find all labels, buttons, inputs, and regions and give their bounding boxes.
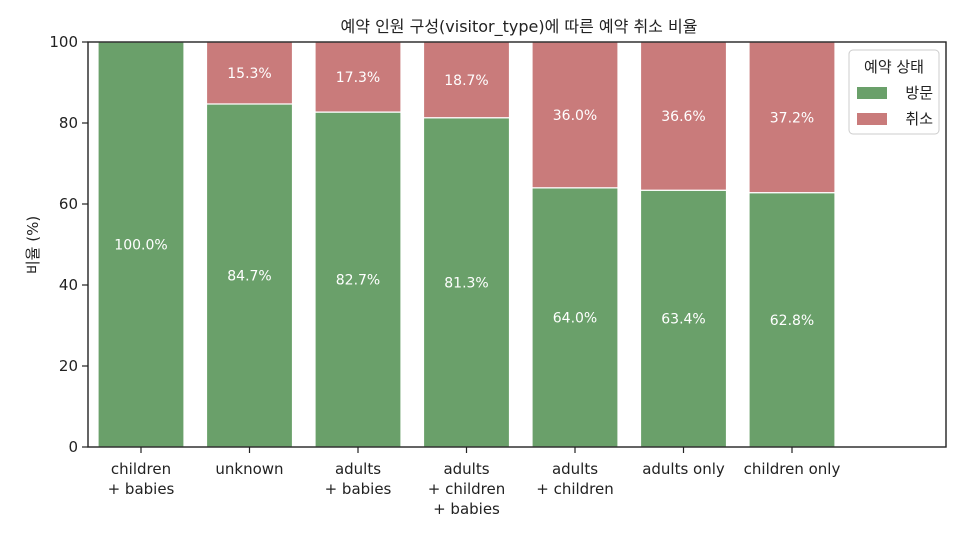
x-tick-label-2: adults + babies bbox=[325, 460, 392, 498]
data-label-visit-6: 62.8% bbox=[770, 313, 814, 329]
data-label-cancel-5: 36.6% bbox=[661, 109, 705, 125]
legend-swatch-cancel bbox=[857, 113, 887, 125]
y-tick-label-20: 20 bbox=[59, 357, 78, 375]
y-tick-label-100: 100 bbox=[49, 33, 78, 51]
bar-visit-0 bbox=[97, 41, 185, 448]
bar-cancel-4 bbox=[531, 41, 619, 189]
bar-cancel-6 bbox=[748, 41, 836, 194]
data-label-cancel-1: 15.3% bbox=[227, 66, 271, 82]
plot-frame bbox=[87, 41, 947, 448]
bar-visit-4 bbox=[531, 187, 619, 448]
y-tick-label-60: 60 bbox=[59, 195, 78, 213]
bar-cancel-2 bbox=[314, 41, 402, 113]
data-label-visit-3: 81.3% bbox=[444, 275, 488, 291]
x-tick-label-4: adults + children bbox=[536, 460, 614, 498]
legend-label-visit: 방문 bbox=[905, 84, 933, 102]
bar-visit-3 bbox=[422, 117, 511, 448]
bar-visit-1 bbox=[205, 103, 294, 448]
legend-title: 예약 상태 bbox=[864, 58, 924, 76]
y-tick-label-40: 40 bbox=[59, 276, 78, 294]
x-tick-label-5: adults only bbox=[642, 460, 725, 478]
data-label-visit-2: 82.7% bbox=[336, 273, 380, 289]
chart-title: 예약 인원 구성(visitor_type)에 따른 예약 취소 비율 bbox=[341, 17, 698, 37]
y-tick-label-80: 80 bbox=[59, 114, 78, 132]
data-label-cancel-3: 18.7% bbox=[444, 73, 488, 89]
legend-swatch-visit bbox=[857, 87, 887, 99]
y-axis-label: 비율 (%) bbox=[24, 216, 42, 274]
data-labels-group: 100.0% 84.7% 15.3% 82.7% 17.3% 81.3% 18.7% 64.0… bbox=[114, 66, 814, 329]
data-label-visit-4: 64.0% bbox=[553, 310, 597, 326]
data-label-visit-1: 84.7% bbox=[227, 268, 271, 284]
x-tick-label-3: adults + children + babies bbox=[428, 460, 506, 518]
data-label-cancel-4: 36.0% bbox=[553, 108, 597, 124]
x-tick-label-6: children only bbox=[744, 460, 841, 478]
data-label-cancel-6: 37.2% bbox=[770, 110, 814, 126]
bar-visit-6 bbox=[748, 192, 836, 448]
bar-cancel-5 bbox=[639, 41, 728, 191]
bar-visit-2 bbox=[314, 111, 402, 448]
x-tick-label-0: children + babies bbox=[108, 460, 175, 498]
x-tick-label-1: unknown bbox=[215, 460, 283, 478]
axes-group: children + babies unknown adults + babies adu… bbox=[49, 33, 947, 518]
bar-cancel-3 bbox=[422, 41, 511, 119]
legend-label-cancel: 취소 bbox=[905, 110, 933, 128]
data-label-cancel-2: 17.3% bbox=[336, 70, 380, 86]
data-label-visit-5: 63.4% bbox=[661, 312, 705, 328]
y-tick-label-0: 0 bbox=[68, 438, 78, 456]
data-label-visit-0: 100.0% bbox=[114, 238, 167, 254]
bar-visit-5 bbox=[639, 189, 728, 448]
bars-group bbox=[97, 41, 836, 448]
